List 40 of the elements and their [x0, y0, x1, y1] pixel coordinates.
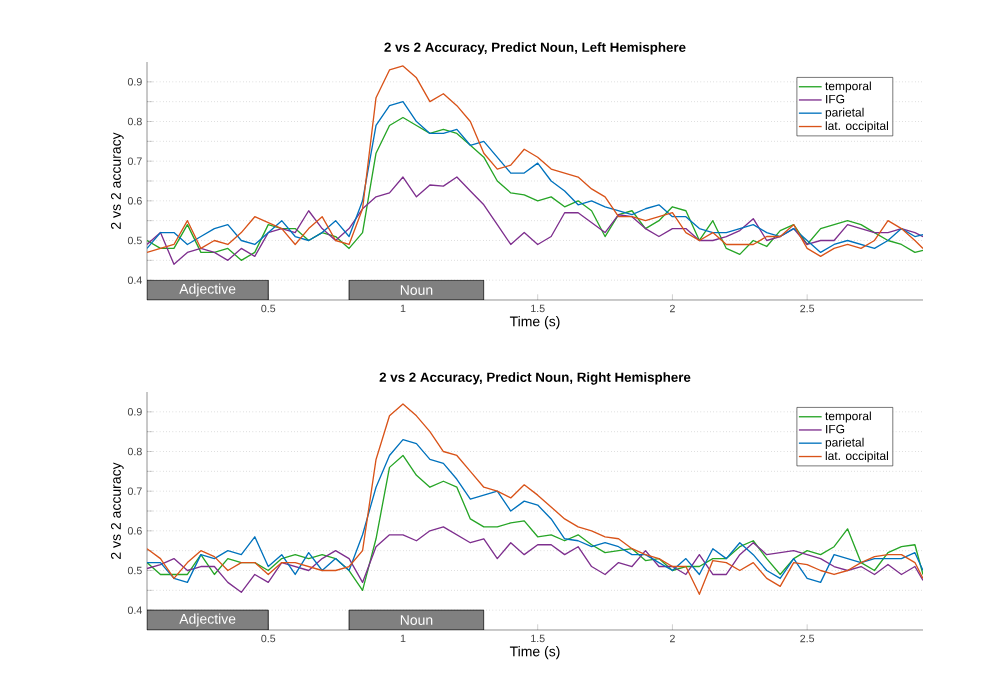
x-tick-label: 2.5 [800, 304, 815, 313]
legend-label: IFG [826, 94, 845, 104]
band-label: Noun [400, 285, 433, 295]
y-tick-label: 0.7 [127, 487, 142, 495]
y-tick-label: 0.5 [127, 566, 142, 575]
chart-title: 2 vs 2 Accuracy, Predict Noun, Left Hemisphere [384, 42, 686, 55]
band-label: Adjective [179, 283, 236, 297]
x-tick-label: 1 [400, 634, 406, 643]
x-axis-title: Time (s) [509, 646, 560, 660]
y-tick-label: 0.4 [127, 276, 142, 284]
y-tick-label: 0.9 [127, 78, 142, 86]
x-axis-title: Time (s) [509, 316, 560, 330]
legend-label: temporal [825, 81, 871, 93]
band-label: Adjective [179, 613, 236, 627]
y-tick-label: 0.6 [127, 527, 142, 535]
x-tick-label: 1.5 [531, 304, 545, 313]
y-tick-label: 0.9 [127, 408, 142, 416]
legend-label: lat. occipital [825, 451, 888, 463]
y-tick-label: 0.8 [127, 117, 142, 126]
legend-label: lat. occipital [825, 121, 888, 133]
y-tick-label: 0.7 [127, 157, 142, 165]
x-tick-label: 2.5 [800, 634, 815, 643]
x-tick-label: 0.5 [261, 634, 276, 643]
y-tick-label: 0.5 [127, 236, 142, 245]
legend-label: IFG [826, 424, 845, 434]
x-tick-label: 2 [670, 634, 675, 643]
legend-label: temporal [825, 411, 871, 423]
y-tick-label: 0.8 [127, 447, 142, 456]
x-tick-label: 0.5 [261, 304, 276, 313]
y-tick-label: 0.6 [127, 197, 142, 205]
y-tick-label: 0.4 [127, 606, 142, 614]
legend-label: parietal [825, 107, 864, 119]
y-axis-title: 2 vs 2 accuracy [110, 462, 124, 559]
legend-label: parietal [825, 437, 864, 450]
y-axis-title: 2 vs 2 accuracy [110, 132, 124, 229]
chart-title: 2 vs 2 Accuracy, Predict Noun, Right Hemisphere [379, 372, 691, 385]
x-tick-label: 1 [400, 304, 406, 313]
band-label: Noun [400, 615, 433, 625]
x-tick-label: 2 [670, 304, 675, 313]
x-tick-label: 1.5 [531, 634, 545, 643]
